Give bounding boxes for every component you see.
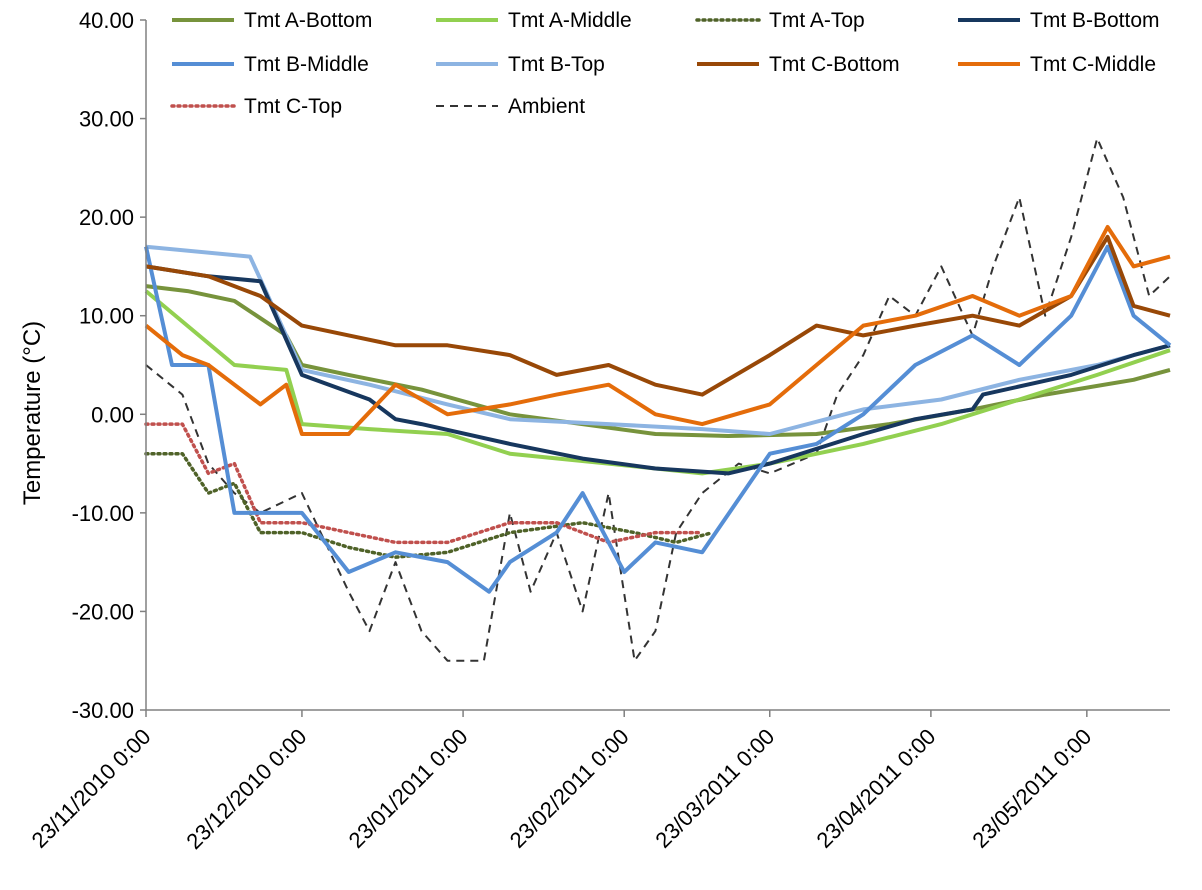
series-layer <box>144 137 1172 662</box>
y-tick-label: 20.00 <box>79 205 134 230</box>
legend-label: Tmt A-Top <box>769 9 865 32</box>
series-line-tmt-c-middle <box>144 225 1171 436</box>
y-tick-label: -30.00 <box>72 698 134 723</box>
series-line-ambient <box>145 137 1171 662</box>
legend-label: Tmt B-Bottom <box>1030 9 1160 32</box>
x-tick-label: 23/01/2011 0:00 <box>344 724 473 853</box>
y-tick-label: -20.00 <box>72 599 134 624</box>
x-tick-label: 23/03/2011 0:00 <box>650 724 779 853</box>
x-tick-label: 23/02/2011 0:00 <box>505 724 634 853</box>
legend: Tmt A-Bottom Tmt A-Middle Tmt A-Top Tmt B-B… <box>170 9 1160 118</box>
x-tick-label: 23/04/2011 0:00 <box>811 724 940 853</box>
x-tick-label: 23/05/2011 0:00 <box>967 724 1096 853</box>
y-axis-title: Temperature (°C) <box>19 321 46 505</box>
series-line-tmt-b-bottom <box>145 264 1171 476</box>
x-tick-label: 23/12/2010 0:00 <box>181 724 311 854</box>
legend-label: Tmt C-Top <box>244 95 342 118</box>
legend-label: Tmt B-Middle <box>244 53 369 76</box>
y-tick-label: 10.00 <box>79 304 134 329</box>
series-line-tmt-b-middle <box>144 244 1172 594</box>
series-line-tmt-a-top <box>144 451 715 559</box>
y-tick-label: -10.00 <box>72 501 134 526</box>
legend-label: Tmt A-Middle <box>508 9 632 32</box>
legend-label: Tmt C-Middle <box>1030 53 1156 76</box>
series-line-tmt-b-top <box>145 244 1171 436</box>
y-tick-label: 0.00 <box>91 402 134 427</box>
legend-label: Tmt A-Bottom <box>244 9 372 32</box>
y-tick-label: 40.00 <box>79 8 134 33</box>
legend-label: Ambient <box>508 95 585 118</box>
x-tick-label: 23/11/2010 0:00 <box>27 724 156 853</box>
y-tick-label: 30.00 <box>79 107 134 132</box>
series-line-tmt-c-bottom <box>145 234 1171 397</box>
axes-layer: -30.00 -20.00 -10.00 0.00 10.00 20.00 30.00 40.… <box>27 8 1170 854</box>
legend-label: Tmt C-Bottom <box>769 53 900 76</box>
series-line-tmt-c-top <box>144 422 704 545</box>
legend-label: Tmt B-Top <box>508 53 605 76</box>
